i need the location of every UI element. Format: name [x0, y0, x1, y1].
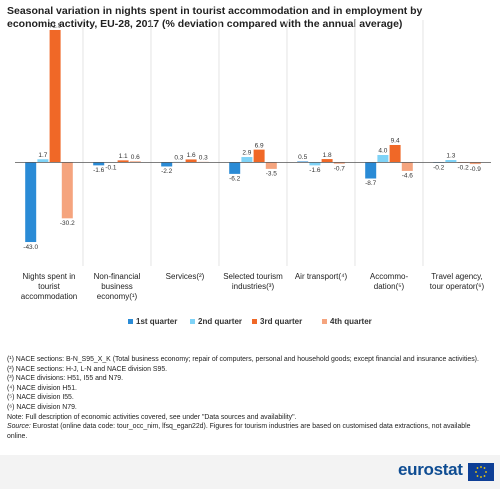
chart-title: Seasonal variation in nights spent in to…	[7, 5, 423, 30]
footnote: (⁶) NACE division N79.	[7, 403, 77, 411]
bar	[61, 162, 73, 219]
value-label: -0.2	[457, 164, 469, 171]
legend-label: 4th quarter	[330, 317, 372, 326]
value-label: 1.7	[38, 152, 47, 159]
bar	[401, 162, 413, 171]
legend-label: 1st quarter	[136, 317, 177, 326]
bar	[49, 29, 61, 163]
bar	[185, 159, 197, 163]
value-label: -0.7	[334, 165, 346, 172]
value-label: -6.2	[229, 176, 241, 183]
x-tick-label: Travel agency, tour operator(⁶)	[429, 272, 485, 291]
bar	[297, 161, 309, 163]
bar	[37, 159, 49, 163]
footnote: (³) NACE divisions: H51, I55 and N79.	[7, 375, 124, 383]
value-label: -1.6	[309, 167, 321, 174]
legend-swatch	[322, 319, 327, 324]
bar	[469, 162, 481, 165]
value-label: 1.6	[187, 152, 196, 159]
source-text: Eurostat (online data code: tour_occ_nim…	[7, 423, 471, 440]
bar	[93, 162, 105, 166]
eu-flag	[468, 463, 494, 481]
value-label: -0.1	[105, 164, 117, 171]
notes: (¹) NACE sections: B-N_S95_X_K (Total bu…	[7, 355, 487, 441]
value-label: 2.9	[242, 150, 251, 157]
value-label: 1.8	[323, 152, 332, 159]
x-tick-label: Nights spent in tourist accommodation	[20, 272, 78, 301]
value-label: 6.9	[255, 142, 264, 149]
value-label: -3.5	[266, 171, 278, 178]
value-label: -30.2	[60, 220, 75, 227]
x-tick-label: Services(²)	[165, 272, 205, 281]
x-tick-label: Air transport(⁴)	[294, 272, 348, 281]
value-label: 0.5	[298, 154, 307, 161]
value-label: -0.9	[470, 166, 482, 173]
value-label: 1.1	[119, 153, 128, 160]
value-label: 0.3	[174, 155, 183, 162]
value-label: 9.4	[391, 138, 400, 145]
footnote: (¹) NACE sections: B-N_S95_X_K (Total bu…	[7, 356, 479, 363]
legend-swatch	[190, 319, 195, 324]
bar	[333, 162, 345, 164]
bar	[117, 160, 129, 163]
value-label: -8.7	[365, 180, 377, 187]
footer: eurostat	[0, 455, 500, 489]
legend-label: 2nd quarter	[198, 317, 242, 326]
value-label: 4.0	[378, 148, 387, 155]
bar	[229, 162, 241, 174]
value-label: 1.3	[446, 153, 455, 160]
source-label: Source:	[7, 423, 31, 431]
logo-text: eurostat	[398, 460, 463, 479]
bar	[365, 162, 377, 179]
footnote: (⁴) NACE division H51.	[7, 384, 77, 392]
value-label: 0.6	[131, 154, 140, 161]
bar	[377, 154, 389, 163]
value-label: 71.5	[49, 23, 62, 30]
value-label: -43.0	[23, 244, 38, 251]
x-tick-label: Non-financial business economy(¹)	[93, 272, 141, 301]
bar	[161, 162, 173, 167]
chart: -43.01.771.5-30.2-1.6 -0.11.1 0.6-2.20.3 1.…	[15, 20, 491, 326]
bar	[309, 162, 321, 166]
source: Source: Eurostat (online data code: tour…	[7, 422, 487, 441]
bar	[445, 159, 457, 163]
bar	[129, 161, 141, 163]
x-tick-label: Selected tourism industries(³)	[223, 272, 283, 291]
value-label: -2.2	[161, 168, 173, 175]
footnote: (⁵) NACE division I55.	[7, 394, 74, 402]
bar	[265, 162, 277, 169]
bar	[253, 149, 265, 163]
footnote: Note: Full description of economic activ…	[7, 413, 297, 421]
bar	[321, 159, 333, 163]
value-label: -4.6	[402, 173, 414, 180]
bar	[241, 157, 253, 163]
bar	[25, 162, 37, 243]
x-tick-label: Accommo-dation(⁵)	[369, 272, 409, 291]
legend-swatch	[252, 319, 257, 324]
value-label: -1.6	[93, 167, 105, 174]
legend-swatch	[128, 319, 133, 324]
bar	[389, 144, 401, 163]
legend-label: 3rd quarter	[260, 317, 302, 326]
footnote: (²) NACE sections: H-J, L-N and NACE div…	[7, 365, 168, 373]
value-label: -0.2	[433, 164, 445, 171]
value-label: 0.3	[199, 155, 208, 162]
